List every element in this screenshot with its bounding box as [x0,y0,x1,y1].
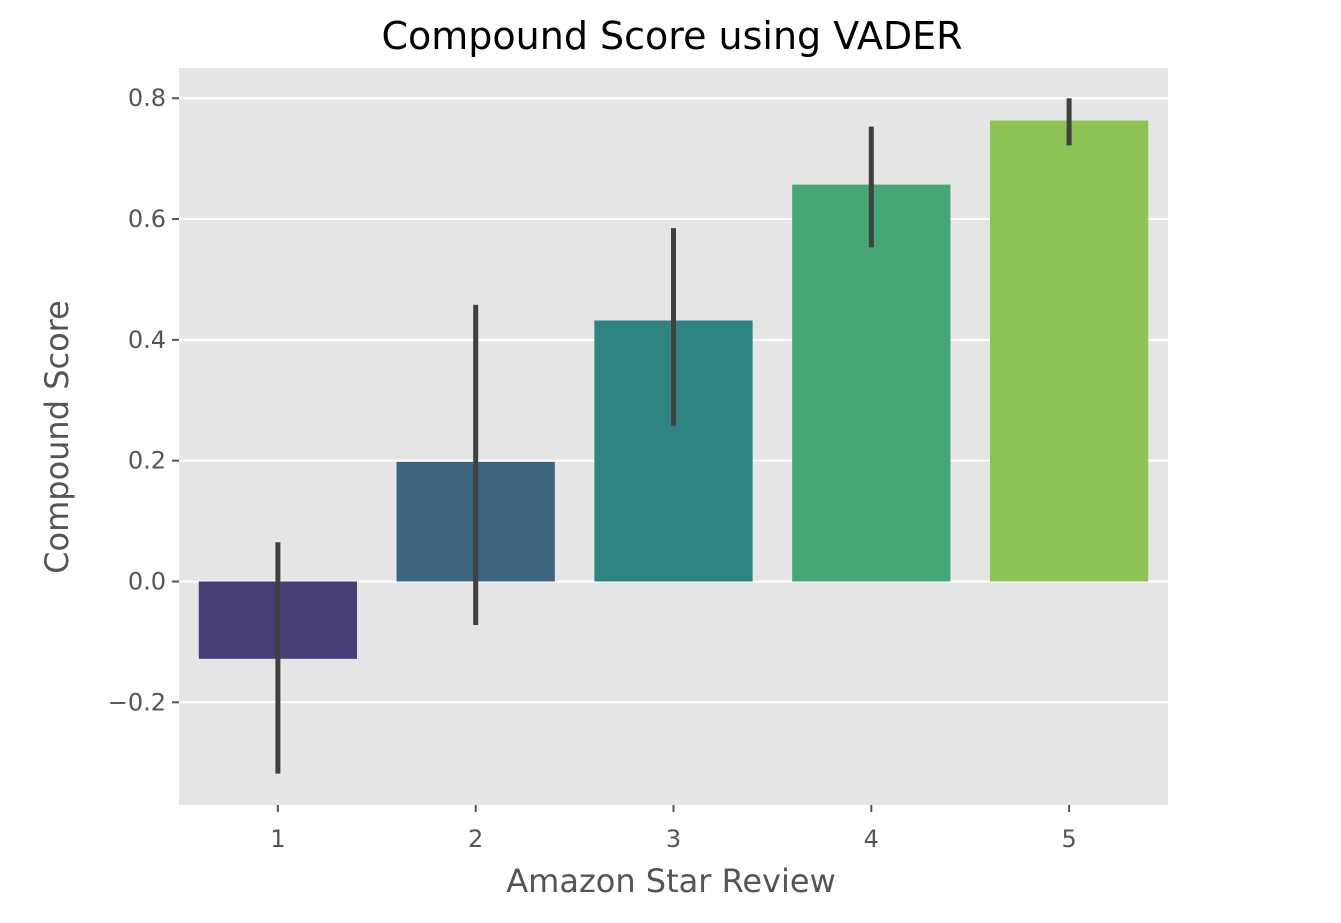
x-axis-label: Amazon Star Review [506,862,835,900]
bar-4 [792,184,951,582]
bar-5 [989,120,1149,582]
x-tick-label: 2 [468,825,483,853]
chart-title: Compound Score using VADER [381,14,962,58]
x-axis-ticks: 1 2 3 4 5 [270,805,1077,853]
y-tick-label: 0.8 [128,84,166,112]
y-tick-label: 0.0 [128,567,166,595]
y-axis-ticks: −0.2 0.0 0.2 0.4 0.6 0.8 [108,84,179,716]
y-axis-label: Compound Score [38,300,76,574]
y-tick-label: 0.6 [128,205,166,233]
x-tick-label: 3 [666,825,681,853]
x-tick-label: 5 [1061,825,1076,853]
x-tick-label: 1 [270,825,285,853]
y-tick-label: −0.2 [108,688,166,716]
y-tick-label: 0.4 [128,326,166,354]
y-tick-label: 0.2 [128,447,166,475]
x-tick-label: 4 [864,825,879,853]
error-bars [275,98,1072,774]
